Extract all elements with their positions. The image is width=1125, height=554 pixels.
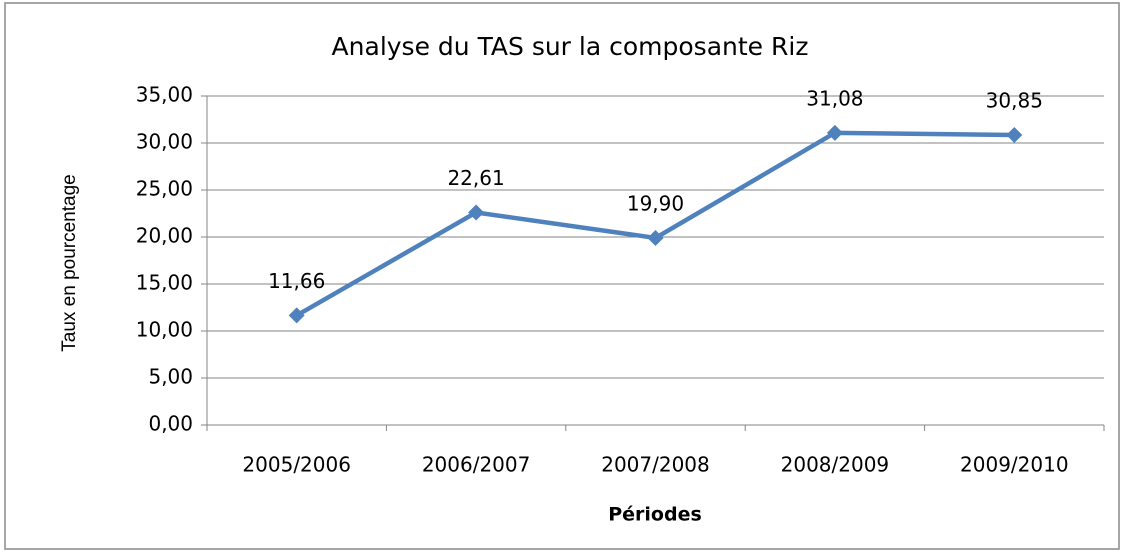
data-label: 30,85 bbox=[986, 89, 1043, 113]
x-axis-label: Périodes bbox=[608, 504, 702, 526]
y-axis-label: Taux en pourcentage bbox=[59, 174, 80, 351]
x-tick-label: 2009/2010 bbox=[960, 453, 1069, 477]
data-label: 19,90 bbox=[627, 191, 684, 215]
data-point bbox=[647, 229, 664, 246]
y-tick-label: 35,00 bbox=[136, 83, 193, 107]
x-tick-label: 2008/2009 bbox=[781, 453, 890, 477]
x-tick-label: 2005/2006 bbox=[242, 453, 351, 477]
data-point bbox=[1006, 127, 1023, 144]
y-tick-label: 0,00 bbox=[148, 412, 193, 436]
data-label: 31,08 bbox=[806, 86, 863, 110]
y-tick-label: 30,00 bbox=[136, 130, 193, 154]
y-tick-label: 20,00 bbox=[136, 224, 193, 248]
data-point bbox=[468, 204, 485, 221]
data-label: 11,66 bbox=[268, 269, 325, 293]
data-label: 22,61 bbox=[447, 166, 504, 190]
data-point bbox=[288, 307, 305, 324]
x-tick-label: 2006/2007 bbox=[422, 453, 531, 477]
y-tick-label: 15,00 bbox=[136, 271, 193, 295]
y-tick-label: 25,00 bbox=[136, 177, 193, 201]
chart-title: Analyse du TAS sur la composante Riz bbox=[332, 32, 809, 61]
x-tick-label: 2007/2008 bbox=[601, 453, 710, 477]
y-tick-label: 5,00 bbox=[148, 365, 193, 389]
chart-border bbox=[4, 2, 1120, 550]
y-tick-label: 10,00 bbox=[136, 318, 193, 342]
data-point bbox=[826, 124, 843, 141]
